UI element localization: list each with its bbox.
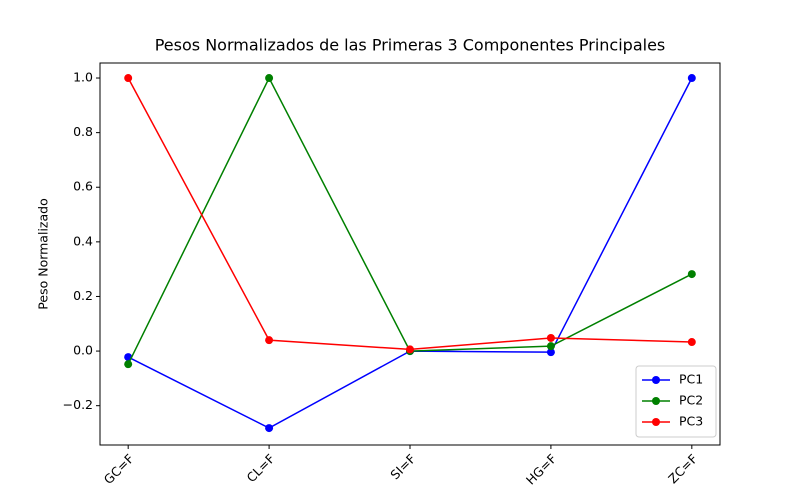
y-tick-label: 0.8 xyxy=(73,124,93,139)
point xyxy=(124,74,133,83)
x-tick-label: GC=F xyxy=(101,451,137,487)
point xyxy=(687,74,696,83)
point xyxy=(265,74,274,83)
y-tick-label: −0.2 xyxy=(63,397,93,412)
legend-marker xyxy=(652,397,660,405)
point xyxy=(265,336,274,345)
x-tick-label: SI=F xyxy=(387,451,418,482)
point xyxy=(546,348,555,357)
series-line xyxy=(127,76,693,365)
legend-marker xyxy=(652,376,660,384)
point xyxy=(546,342,555,351)
legend-label: PC3 xyxy=(679,414,703,429)
y-tick-label: 0.2 xyxy=(73,288,93,303)
x-tick-label: HG=F xyxy=(523,451,560,488)
point xyxy=(687,338,696,347)
y-tick-label: 0.0 xyxy=(73,343,93,358)
legend-label: PC1 xyxy=(679,372,703,387)
plot-frame xyxy=(99,62,721,446)
legend-marker xyxy=(652,418,660,426)
x-tick-label: CL=F xyxy=(243,451,277,485)
y-tick-label: 0.4 xyxy=(73,233,93,248)
y-axis-label: Peso Normalizado xyxy=(36,198,51,309)
point xyxy=(406,345,414,354)
series-line xyxy=(127,77,693,429)
legend-label: PC2 xyxy=(679,393,703,408)
point xyxy=(265,424,274,433)
x-tick-label: ZC=F xyxy=(665,451,700,486)
point xyxy=(124,360,133,369)
series-line xyxy=(127,77,692,351)
chart-title: Pesos Normalizados de las Primeras 3 Com… xyxy=(155,36,666,55)
y-tick-label: 0.6 xyxy=(73,179,93,194)
point xyxy=(546,333,555,342)
point xyxy=(687,270,696,279)
y-tick-label: 1.0 xyxy=(73,70,93,85)
